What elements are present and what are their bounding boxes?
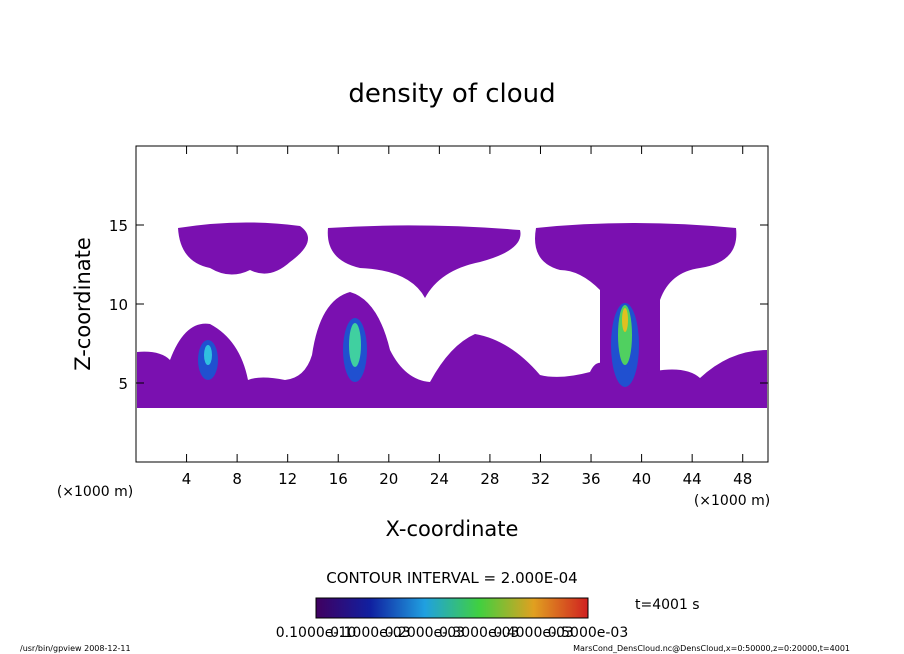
colorbar-label: 0.2000e-03 xyxy=(385,625,465,641)
chart-title: density of cloud xyxy=(348,79,555,109)
x-tick-label: 16 xyxy=(329,470,348,488)
y-tick-label: 5 xyxy=(118,375,128,393)
x-axis-label: X-coordinate xyxy=(386,517,519,541)
x-unit: (×1000 m) xyxy=(694,493,770,509)
colorbar xyxy=(315,597,589,619)
y-tick-label: 15 xyxy=(109,217,128,235)
y-axis-label: Z-coordinate xyxy=(71,237,95,371)
footer-right: MarsCond_DensCloud.nc@DensCloud,x=0:5000… xyxy=(573,644,850,653)
colorbar-label: 0.1000e-10 xyxy=(276,625,356,641)
cloud-core xyxy=(198,303,639,387)
contour-interval: CONTOUR INTERVAL = 2.000E-04 xyxy=(326,569,577,587)
x-tick-label: 20 xyxy=(379,470,398,488)
footer-left: /usr/bin/gpview 2008-12-11 xyxy=(20,644,131,653)
cloud-field xyxy=(137,222,767,408)
x-tick-label: 24 xyxy=(430,470,449,488)
x-tick-label: 44 xyxy=(683,470,702,488)
y-tick-label: 10 xyxy=(109,296,128,314)
x-tick-label: 28 xyxy=(480,470,499,488)
x-tick-label: 32 xyxy=(531,470,550,488)
plot-frame xyxy=(135,145,769,463)
x-tick-label: 12 xyxy=(278,470,297,488)
colorbar-label: 0.3000e-03 xyxy=(439,625,519,641)
time-label: t=4001 s xyxy=(635,597,700,613)
colorbar-label: 0.5000e-03 xyxy=(548,625,628,641)
y-unit: (×1000 m) xyxy=(57,484,133,500)
x-tick-label: 4 xyxy=(182,470,192,488)
colorbar-label: 0.4000e-03 xyxy=(493,625,573,641)
x-tick-label: 36 xyxy=(581,470,600,488)
x-tick-label: 48 xyxy=(733,470,752,488)
x-tick-label: 40 xyxy=(632,470,651,488)
x-tick-label: 8 xyxy=(232,470,242,488)
colorbar-label: 0.1000e-03 xyxy=(330,625,410,641)
